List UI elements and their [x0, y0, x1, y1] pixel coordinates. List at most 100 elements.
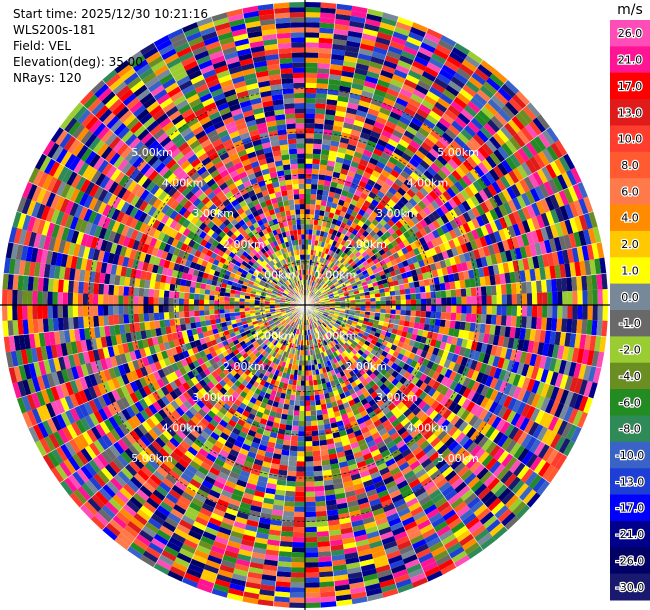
range-gate — [564, 332, 572, 347]
range-gate — [312, 445, 321, 452]
range-gate — [342, 267, 349, 274]
range-gate — [335, 8, 352, 16]
range-gate — [342, 65, 356, 73]
range-gate — [401, 246, 409, 255]
range-gate — [305, 163, 313, 169]
range-gate — [440, 290, 447, 298]
range-gate — [307, 249, 311, 255]
range-gate — [453, 96, 468, 109]
range-gate — [571, 319, 578, 334]
range-gate — [353, 287, 359, 292]
range-gate — [549, 161, 562, 177]
range-gate — [320, 2, 337, 9]
range-gate — [305, 77, 317, 84]
range-gate — [481, 158, 493, 172]
range-gate — [463, 330, 470, 340]
range-gate — [352, 235, 359, 243]
range-gate — [309, 285, 313, 291]
range-gate — [456, 92, 471, 105]
range-gate — [350, 299, 356, 303]
range-gate — [407, 69, 422, 80]
range-gate — [336, 151, 346, 159]
range-gate — [305, 209, 310, 215]
range-gate — [305, 511, 317, 518]
range-gate — [465, 313, 472, 323]
range-gate — [349, 309, 356, 313]
range-gate — [463, 348, 471, 359]
range-gate — [374, 316, 380, 321]
range-gate — [433, 48, 449, 61]
range-gate — [313, 470, 323, 477]
range-gate — [522, 257, 530, 271]
range-gate — [336, 286, 342, 291]
range-gate — [451, 155, 463, 167]
range-gate — [489, 275, 496, 286]
range-gate — [500, 347, 508, 359]
range-gate — [570, 167, 582, 184]
range-gate — [535, 395, 546, 410]
range-gate — [343, 117, 355, 125]
range-gate — [475, 286, 482, 296]
range-gate — [516, 293, 523, 305]
range-gate — [290, 582, 305, 588]
range-gate — [353, 318, 359, 323]
range-gate — [387, 173, 397, 183]
range-gate — [332, 246, 338, 253]
range-gate — [465, 80, 480, 94]
range-gate — [351, 228, 359, 236]
range-gate — [477, 352, 486, 363]
range-gate — [586, 350, 595, 366]
range-gate — [338, 314, 344, 318]
range-gate — [588, 211, 598, 228]
range-gate — [369, 61, 383, 70]
range-gate — [531, 292, 538, 305]
range-gate — [480, 59, 496, 74]
range-gate — [464, 55, 481, 68]
range-gate — [577, 411, 588, 429]
range-gate — [359, 310, 366, 315]
range-gate — [348, 277, 355, 283]
range-gate — [554, 207, 565, 223]
range-gate — [453, 72, 469, 85]
range-gate — [439, 282, 446, 291]
range-gate — [392, 31, 409, 41]
range-gate — [362, 188, 371, 196]
range-gate — [311, 293, 316, 298]
range-gate — [297, 446, 305, 452]
range-gate — [423, 225, 432, 235]
range-gate — [341, 228, 348, 235]
range-gate — [341, 321, 347, 326]
range-gate — [401, 272, 408, 279]
range-gate — [418, 46, 434, 58]
range-gate — [471, 296, 477, 305]
range-gate — [446, 55, 462, 68]
range-gate — [361, 90, 374, 99]
range-gate — [315, 399, 321, 406]
range-gate — [453, 216, 463, 227]
range-gate — [365, 298, 371, 302]
range-gate — [400, 299, 406, 305]
range-gate — [512, 223, 522, 237]
range-gate — [524, 269, 531, 282]
range-gate — [387, 199, 397, 208]
range-gate — [349, 246, 356, 253]
range-gate — [337, 237, 343, 244]
range-gate — [601, 320, 608, 337]
range-gate — [511, 305, 518, 317]
range-gate — [370, 297, 376, 302]
range-gate — [464, 278, 471, 289]
range-gate — [407, 219, 416, 228]
range-gate — [504, 173, 515, 187]
range-gate — [383, 147, 394, 157]
range-gate — [462, 174, 473, 187]
range-gate — [334, 242, 341, 249]
range-gate — [448, 361, 456, 371]
range-gate — [311, 430, 319, 437]
range-gate — [448, 51, 465, 64]
range-gate — [463, 251, 471, 262]
range-gate — [458, 253, 466, 264]
range-gate — [535, 228, 544, 243]
range-gate — [496, 129, 510, 143]
range-gate — [542, 129, 555, 146]
range-gate — [375, 36, 391, 46]
